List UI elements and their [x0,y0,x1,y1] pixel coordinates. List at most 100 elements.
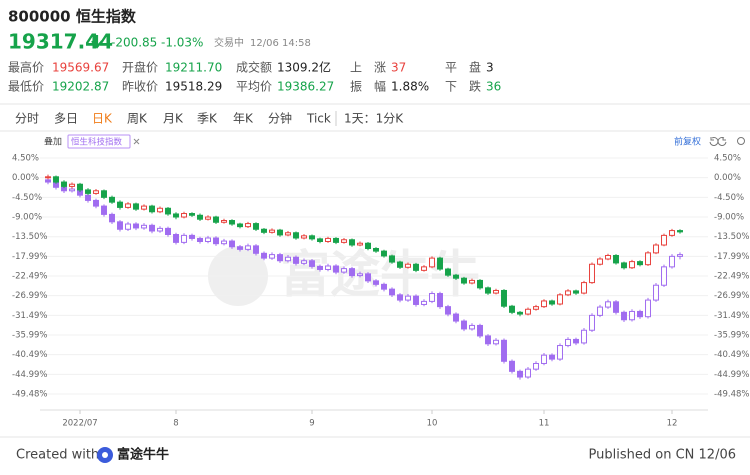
y-tick-label: -13.50% [12,232,47,242]
candle-body [413,295,419,305]
candle-body [325,237,331,243]
candle-body [541,300,547,308]
candle-body [661,234,667,246]
y-tick-label-right: -44.99% [714,370,749,380]
y-tick-label: -4.50% [12,193,42,203]
candle-body [461,320,467,330]
stat-value: 37 [391,61,406,75]
period-tab[interactable]: 年K [233,112,254,126]
candle-body [557,294,563,305]
adjust-option[interactable]: 前复权 [674,136,701,148]
candle-body [85,189,91,194]
candle-body [461,277,467,284]
candle-body [133,223,139,229]
candle-body [333,265,339,273]
y-tick-label-right: -9.00% [714,213,744,223]
candle-body [85,194,91,201]
y-tick-label-right: -40.49% [714,350,749,360]
candle-body [373,247,379,252]
change-pct: -1.03% [161,36,203,50]
candle-body [157,207,163,213]
refresh-icon[interactable] [717,137,727,146]
candle-body [621,311,627,321]
y-tick-label: -22.49% [12,271,47,281]
zoom-icon[interactable] [737,137,745,145]
candle-body [381,250,387,257]
candle-body [557,345,563,360]
period-tab[interactable]: 多日 [54,112,78,126]
candle-body [565,290,571,296]
candle-body [293,232,299,239]
candle-body [357,242,363,246]
period-tab[interactable]: 周K [127,112,148,126]
overlay-close[interactable] [133,138,140,145]
stat-label: 成交额 [236,60,272,75]
candle-body [69,183,75,187]
candle-body [141,224,147,229]
candle-body [237,223,243,228]
candle-body [629,310,635,321]
candle-body [157,227,163,232]
x-tick-label: 9 [309,419,314,429]
stat-label: 开盘价 [122,60,158,75]
candle-body [501,289,507,307]
candle-body [653,244,659,254]
period-tab[interactable]: 日K [92,112,113,126]
candle-body [621,262,627,269]
candle-body [133,203,139,210]
undo-icon[interactable] [709,137,719,146]
stat-value: 1.88% [391,80,429,94]
candle-body [189,213,195,216]
period-tab[interactable]: 分时 [15,112,39,126]
candle-body [613,301,619,313]
candle-body [341,268,347,273]
candle-body [301,235,307,239]
overlay-tag[interactable] [67,134,131,149]
candle-body [645,252,651,266]
candle-body [109,213,115,223]
price: 19317.44 [8,30,113,54]
candle-body [189,234,195,239]
candle-body [469,279,475,284]
candle-body [61,181,67,187]
candle-body [549,354,555,360]
candle-body [317,265,323,270]
y-tick-label-right: 4.50% [714,154,741,164]
y-tick-label: 0.00% [12,173,39,183]
candle-body [149,205,155,213]
candle-body [405,295,411,301]
candle-body [437,293,443,308]
stat-label: 平 盘 [445,60,481,75]
candle-body [485,335,491,345]
candle-body [109,196,115,203]
candle-body [165,207,171,215]
y-tick-label-right: -35.99% [714,331,749,341]
y-tick-label: -35.99% [12,331,47,341]
period-tab[interactable]: 月K [163,112,184,126]
interval-tab[interactable]: 1天：1分K [344,112,404,126]
y-tick-label: -40.49% [12,350,47,360]
period-tab[interactable]: Tick [306,112,331,126]
candle-body [613,254,619,264]
candle-body [53,176,59,183]
candle-body [373,280,379,285]
candle-body [101,205,107,215]
candle-body [501,339,507,362]
candle-body [493,289,499,294]
candle-body [533,362,539,370]
candle-body [413,263,419,271]
candle-body [565,338,571,347]
candle-body [485,287,491,294]
candle-body [229,220,235,225]
candle-body [389,255,395,263]
stat-label: 上 涨 [350,60,386,75]
x-tick-label: 12 [667,419,678,429]
period-tab[interactable]: 季K [197,112,218,126]
candle-body [229,240,235,248]
stat-label: 平均价 [236,80,272,94]
candle-body [493,339,499,345]
candle-body [293,256,299,264]
period-tab[interactable]: 分钟 [268,111,292,126]
candle-body [597,258,603,265]
